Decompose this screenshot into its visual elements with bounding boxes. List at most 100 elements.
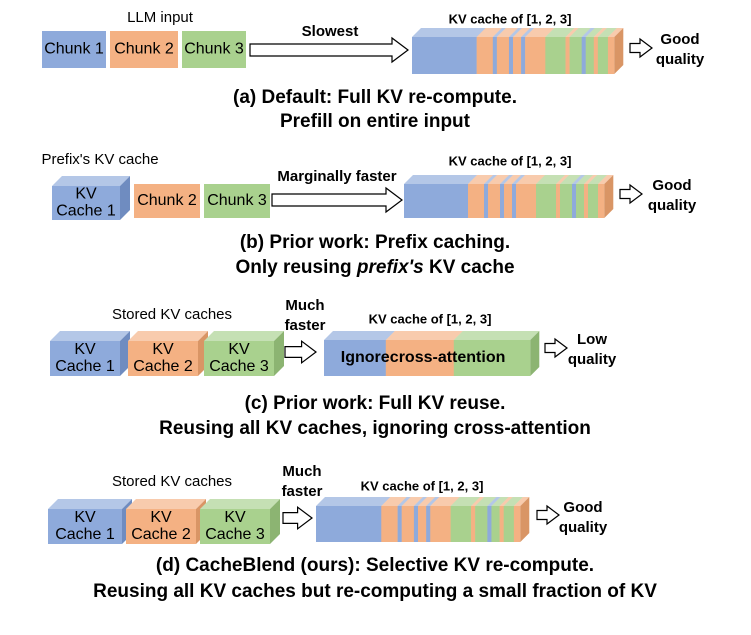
kv-cache-segment bbox=[453, 340, 531, 376]
result-label: quality bbox=[656, 51, 705, 68]
caption-part: Reusing all KV caches but re-computing a… bbox=[93, 581, 657, 602]
kv-cache-segment bbox=[487, 506, 492, 542]
cache-text: cross-attention bbox=[390, 349, 506, 366]
input-block bbox=[110, 31, 178, 68]
input-label: LLM input bbox=[127, 9, 194, 26]
kv-cache-segment bbox=[404, 184, 469, 218]
kv-cache-segment bbox=[512, 184, 517, 218]
kv-cache-segment-top bbox=[471, 497, 485, 506]
kv-cache-segment-top bbox=[560, 175, 582, 184]
block-label: Chunk 2 bbox=[114, 41, 174, 58]
kv-cache-segment bbox=[324, 340, 387, 376]
result-label: quality bbox=[568, 351, 617, 368]
input-block bbox=[48, 509, 122, 544]
input-block-top bbox=[204, 331, 284, 341]
kv-cache-segment bbox=[471, 506, 476, 542]
kv-cache-segment bbox=[581, 37, 587, 74]
kv-cache-segment-top bbox=[521, 28, 535, 37]
kv-cache-segment bbox=[593, 37, 599, 74]
kv-cache-segment-top bbox=[597, 28, 618, 37]
kv-cache-segment-top bbox=[588, 175, 608, 184]
result-label: quality bbox=[559, 519, 608, 536]
caption: (b) Prior work: Prefix caching. bbox=[240, 232, 510, 253]
input-block-side bbox=[274, 331, 284, 376]
kv-cache-segment bbox=[585, 37, 595, 74]
kv-cache-segment-top bbox=[536, 175, 566, 184]
result-label: Good bbox=[660, 31, 699, 48]
kv-cache-segment-top bbox=[450, 497, 481, 506]
kv-cache-segment-top bbox=[397, 497, 411, 506]
caption: Reusing all KV caches but re-computing a… bbox=[93, 581, 657, 602]
kv-cache-segment bbox=[430, 506, 451, 542]
kv-cache-segment bbox=[450, 506, 472, 542]
kv-cache-segment-top bbox=[499, 497, 513, 506]
input-label: Stored KV caches bbox=[112, 306, 232, 323]
caption-part: (c) Prior work: Full KV reuse. bbox=[245, 393, 506, 414]
kv-cache-segment-top bbox=[492, 28, 507, 37]
kv-cache-segment bbox=[492, 37, 498, 74]
arrow-label: faster bbox=[282, 483, 323, 500]
kv-cache-segment bbox=[536, 184, 557, 218]
kv-cache-segment-top bbox=[430, 497, 460, 506]
caption: Reusing all KV caches, ignoring cross-at… bbox=[159, 418, 591, 439]
kv-cache-segment bbox=[401, 506, 415, 542]
kv-cache-segment-top bbox=[413, 497, 428, 506]
result-arrow bbox=[629, 37, 653, 59]
input-block bbox=[42, 31, 106, 68]
kv-cache-segment bbox=[576, 184, 585, 218]
kv-cache-segment-top bbox=[488, 175, 510, 184]
kv-cache-segment bbox=[504, 184, 513, 218]
input-block-side bbox=[120, 331, 130, 376]
kv-cache-segment-top bbox=[525, 28, 555, 37]
input-block bbox=[52, 186, 120, 220]
input-block-top bbox=[200, 499, 280, 509]
input-block bbox=[204, 184, 270, 218]
kv-cache-segment bbox=[475, 506, 488, 542]
kv-cache-segment-top bbox=[426, 497, 440, 506]
kv-cache-segment-top bbox=[385, 331, 464, 340]
kv-cache-segment-top bbox=[381, 497, 407, 506]
input-block bbox=[126, 509, 196, 544]
kv-cache-segment bbox=[418, 506, 427, 542]
kv-cache-segment bbox=[565, 37, 570, 74]
kv-cache-segment bbox=[468, 184, 485, 218]
block-label: Cache 3 bbox=[209, 358, 269, 375]
caption-part: (a) Default: Full KV re-compute. bbox=[233, 87, 517, 108]
kv-cache-segment-top bbox=[401, 497, 424, 506]
cache-label: KV cache of [1, 2, 3] bbox=[449, 153, 572, 168]
kv-cache-segment-top bbox=[598, 175, 614, 184]
block-label: Cache 1 bbox=[56, 203, 116, 220]
kv-cache-segment bbox=[556, 184, 561, 218]
kv-cache-segment bbox=[503, 506, 515, 542]
kv-cache-segment-top bbox=[316, 497, 391, 506]
kv-cache-segment bbox=[588, 184, 599, 218]
block-label: Chunk 3 bbox=[207, 192, 267, 209]
kv-cache-segment-top bbox=[572, 175, 586, 184]
kv-cache-segment-top bbox=[508, 28, 523, 37]
block-label: KV bbox=[74, 341, 96, 358]
kv-cache-segment-top bbox=[468, 175, 494, 184]
kv-cache-segment bbox=[569, 37, 582, 74]
kv-cache-segment-top bbox=[475, 497, 497, 506]
block-label: KV bbox=[228, 341, 250, 358]
cache-label: KV cache of [1, 2, 3] bbox=[449, 11, 572, 26]
result-label: Low bbox=[577, 331, 607, 348]
input-block-top bbox=[128, 331, 208, 341]
block-label: KV bbox=[75, 186, 97, 203]
kv-cache-segment-top bbox=[324, 331, 396, 340]
kv-cache-segment bbox=[316, 506, 382, 542]
kv-cache-segment bbox=[488, 184, 501, 218]
cache-label: KV cache of [1, 2, 3] bbox=[369, 311, 492, 326]
kv-cache-segment bbox=[381, 506, 398, 542]
block-label: KV bbox=[74, 509, 96, 526]
kv-cache-segment bbox=[513, 37, 522, 74]
kv-cache-segment bbox=[516, 184, 537, 218]
kv-cache-segment bbox=[499, 506, 504, 542]
result-label: Good bbox=[563, 499, 602, 516]
block-label: Cache 2 bbox=[133, 358, 193, 375]
input-block bbox=[200, 509, 270, 544]
kv-cache-segment-top bbox=[593, 28, 608, 37]
input-block-side bbox=[120, 176, 130, 220]
kv-cache-segment bbox=[584, 184, 589, 218]
